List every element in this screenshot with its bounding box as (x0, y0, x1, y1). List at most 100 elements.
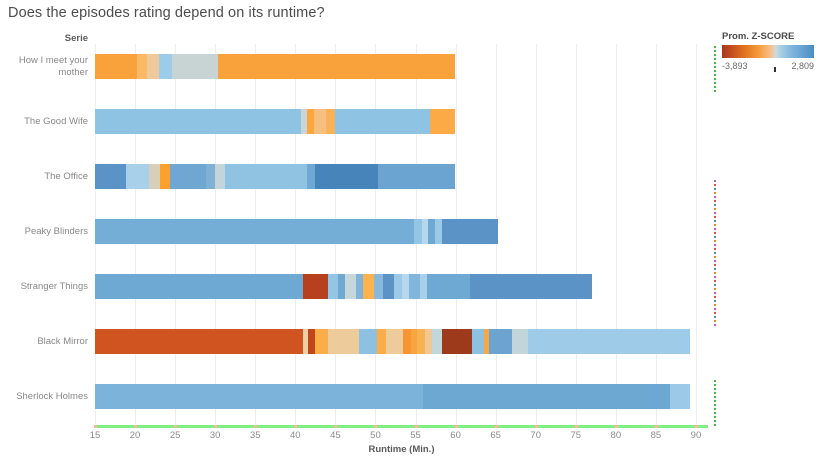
bar-segment[interactable] (377, 329, 387, 354)
bar-segment[interactable] (441, 219, 498, 244)
bar-segment[interactable] (95, 109, 302, 134)
x-tick-label: 85 (650, 430, 662, 441)
bar-segment[interactable] (356, 274, 364, 299)
bar-segment[interactable] (385, 329, 404, 354)
bar-segment[interactable] (511, 329, 529, 354)
bar-segment[interactable] (308, 329, 316, 354)
bar-peaky-blinders[interactable] (95, 219, 498, 244)
bar-segment[interactable] (126, 164, 151, 189)
bar-segment[interactable] (334, 109, 431, 134)
bar-segment[interactable] (95, 54, 138, 79)
bar-segment[interactable] (670, 384, 691, 409)
bar-segment[interactable] (159, 54, 173, 79)
bar-segment[interactable] (314, 329, 329, 354)
bar-segment[interactable] (95, 384, 424, 409)
bar-segment[interactable] (373, 274, 385, 299)
bar-black-mirror[interactable] (95, 329, 691, 354)
y-axis-label[interactable]: How I meet your mother (18, 54, 88, 78)
bar-the-good-wife[interactable] (95, 109, 456, 134)
bar-segment[interactable] (426, 274, 471, 299)
bar-segment[interactable] (302, 329, 309, 354)
bar-segment[interactable] (422, 384, 671, 409)
bar-segment[interactable] (136, 54, 148, 79)
x-tick-label: 60 (450, 430, 461, 441)
bar-segment[interactable] (420, 274, 428, 299)
bar-segment[interactable] (434, 219, 443, 244)
y-axis-label[interactable]: Stranger Things (20, 280, 88, 292)
bar-segment[interactable] (170, 164, 207, 189)
bar-segment[interactable] (95, 329, 304, 354)
x-axis-title: Runtime (Min.) (368, 444, 435, 455)
decorative-strip-bottom (714, 380, 716, 428)
bar-segment[interactable] (441, 329, 473, 354)
bar-segment[interactable] (377, 164, 456, 189)
y-axis-label[interactable]: Sherlock Holmes (16, 390, 88, 402)
bar-segment[interactable] (307, 164, 316, 189)
y-axis-label[interactable]: Black Mirror (37, 335, 88, 347)
bar-segment[interactable] (217, 54, 456, 79)
bar-segment[interactable] (314, 164, 379, 189)
bar-segment[interactable] (147, 54, 160, 79)
bar-the-office[interactable] (95, 164, 456, 189)
x-axis-tick-mark (534, 425, 538, 428)
bar-segment[interactable] (358, 329, 378, 354)
x-axis-line (95, 425, 708, 428)
bar-segment[interactable] (421, 219, 429, 244)
y-axis-label[interactable]: The Good Wife (24, 115, 88, 127)
bar-segment[interactable] (215, 164, 226, 189)
color-legend[interactable]: Prom. Z-SCORE -3,893 2,809 (722, 31, 814, 72)
x-axis-tick-mark (574, 425, 578, 428)
bar-segment[interactable] (383, 274, 395, 299)
bar-segment[interactable] (393, 274, 403, 299)
bar-segment[interactable] (402, 329, 412, 354)
bar-segment[interactable] (413, 219, 423, 244)
bar-segment[interactable] (429, 109, 456, 134)
bar-segment[interactable] (303, 274, 329, 299)
legend-max-value: 2,809 (791, 61, 814, 71)
bar-segment[interactable] (417, 329, 426, 354)
legend-value-marker (774, 67, 776, 72)
y-axis-header: Serie (64, 33, 88, 44)
bar-segment[interactable] (95, 164, 127, 189)
bar-segment[interactable] (345, 274, 357, 299)
y-axis-label[interactable]: The Office (44, 170, 88, 182)
bar-segment[interactable] (95, 219, 415, 244)
gridline (575, 44, 577, 424)
bar-sherlock-holmes[interactable] (95, 384, 691, 409)
bar-segment[interactable] (410, 329, 418, 354)
bar-segment[interactable] (431, 329, 443, 354)
bar-segment[interactable] (409, 274, 421, 299)
bar-segment[interactable] (428, 219, 436, 244)
gridline (655, 44, 657, 424)
x-tick-label: 40 (290, 430, 301, 441)
x-tick-label: 75 (570, 430, 582, 441)
bar-segment[interactable] (425, 329, 433, 354)
bar-segment[interactable] (206, 164, 216, 189)
bar-segment[interactable] (306, 109, 315, 134)
x-axis-tick-mark (694, 425, 698, 428)
bar-segment[interactable] (171, 54, 219, 79)
y-axis-label[interactable]: Peaky Blinders (24, 225, 88, 237)
x-tick-label: 70 (530, 430, 542, 441)
bar-segment[interactable] (483, 329, 490, 354)
x-axis-tick-mark (654, 425, 658, 428)
bar-segment[interactable] (313, 109, 327, 134)
bar-segment[interactable] (401, 274, 410, 299)
bar-segment[interactable] (325, 109, 336, 134)
bar-segment[interactable] (328, 329, 360, 354)
bar-segment[interactable] (149, 164, 161, 189)
bar-segment[interactable] (527, 329, 691, 354)
bar-segment[interactable] (489, 329, 513, 354)
bar-how-i-meet-your-mother[interactable] (95, 54, 456, 79)
bar-segment[interactable] (328, 274, 339, 299)
bar-segment[interactable] (159, 164, 171, 189)
bar-segment[interactable] (362, 274, 375, 299)
bar-segment[interactable] (95, 274, 304, 299)
bar-segment[interactable] (337, 274, 346, 299)
bar-segment[interactable] (472, 329, 485, 354)
bar-segment[interactable] (470, 274, 592, 299)
bar-segment[interactable] (224, 164, 308, 189)
x-axis-tick-mark (494, 425, 498, 428)
bar-segment[interactable] (300, 109, 308, 134)
bar-stranger-things[interactable] (95, 274, 592, 299)
